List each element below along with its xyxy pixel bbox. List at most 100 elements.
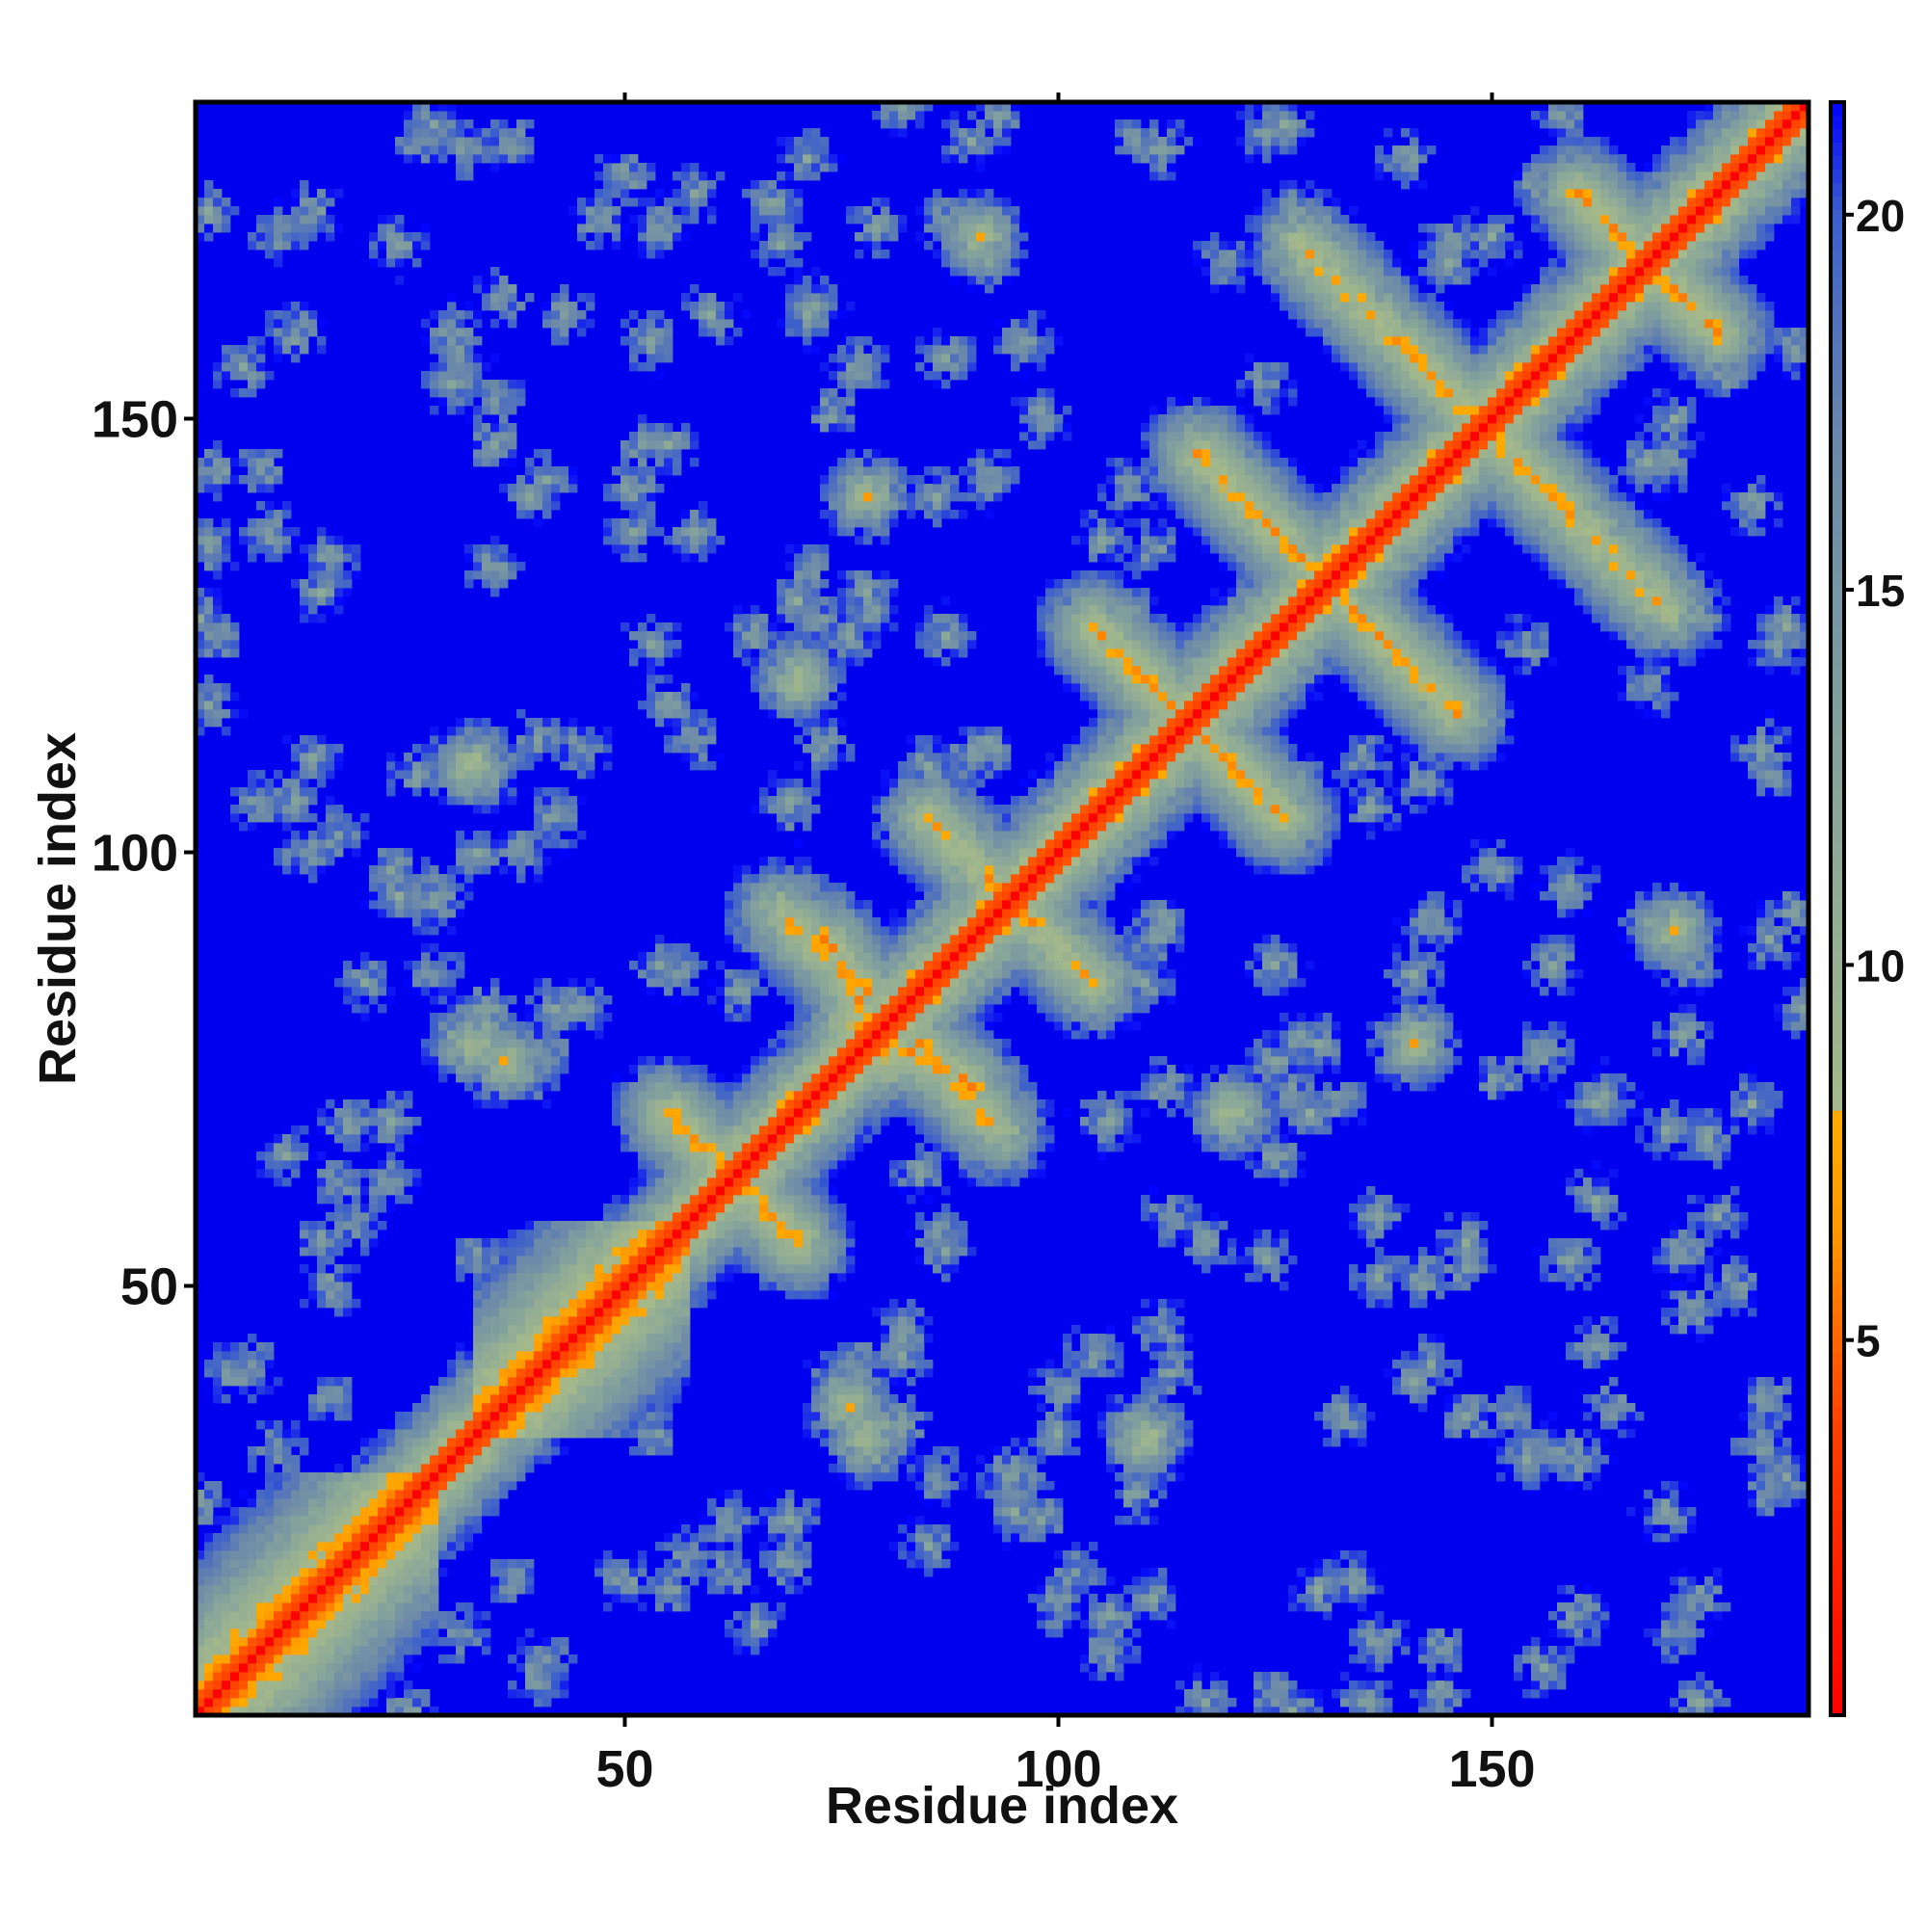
heatmap-cell (725, 1576, 734, 1586)
heatmap-cell (386, 241, 396, 251)
heatmap-cell (300, 857, 309, 866)
heatmap-cell (525, 510, 535, 519)
heatmap-cell (707, 1273, 717, 1283)
heatmap-cell (603, 1585, 613, 1595)
heatmap-cell (317, 1637, 327, 1647)
heatmap-cell (404, 857, 413, 866)
heatmap-cell (239, 1516, 249, 1525)
heatmap-cell (699, 1073, 708, 1083)
heatmap-cell (725, 1143, 734, 1152)
heatmap-cell (612, 527, 621, 537)
heatmap-cell (690, 1576, 700, 1586)
heatmap-cell (699, 544, 708, 554)
heatmap-cell (369, 258, 379, 268)
heatmap-cell (499, 1420, 509, 1430)
heatmap-cell (525, 1394, 535, 1404)
heatmap-cell (664, 1108, 673, 1118)
heatmap-cell (464, 397, 474, 407)
heatmap-cell (638, 492, 647, 502)
heatmap-cell (612, 1368, 621, 1378)
heatmap-cell (690, 1195, 700, 1204)
heatmap-cell (334, 1681, 344, 1690)
heatmap-cell (699, 328, 708, 337)
heatmap-cell (274, 319, 283, 329)
heatmap-cell (334, 596, 344, 606)
heatmap-cell (456, 163, 465, 172)
heatmap-cell (239, 449, 249, 459)
heatmap-cell (516, 1689, 526, 1699)
heatmap-cell (248, 1533, 257, 1543)
heatmap-cell (725, 1108, 734, 1118)
heatmap-cell (629, 1238, 639, 1248)
heatmap-cell (256, 770, 266, 780)
heatmap-cell (430, 1394, 439, 1404)
heatmap-cell (568, 813, 578, 823)
heatmap-cell (586, 198, 595, 207)
heatmap-cell (508, 137, 517, 146)
heatmap-cell (542, 995, 552, 1005)
heatmap-cell (473, 432, 483, 441)
heatmap-cell (612, 1290, 621, 1300)
heatmap-cell (603, 735, 613, 745)
heatmap-cell (317, 588, 327, 597)
heatmap-cell (664, 1420, 673, 1430)
heatmap-cell (647, 172, 656, 181)
heatmap-cell (716, 1507, 726, 1517)
heatmap-cell (655, 969, 665, 979)
heatmap-cell (412, 1455, 422, 1465)
heatmap-cell (551, 293, 561, 303)
heatmap-cell (751, 605, 760, 615)
heatmap-cell (551, 1273, 561, 1283)
heatmap-cell (647, 961, 656, 970)
heatmap-cell (803, 1013, 812, 1022)
heatmap-cell (300, 1628, 309, 1638)
heatmap-cell (248, 770, 257, 780)
heatmap-cell (421, 1420, 431, 1430)
heatmap-cell (274, 1681, 283, 1690)
heatmap-cell (248, 553, 257, 563)
heatmap-cell (525, 1377, 535, 1387)
heatmap-cell (490, 735, 500, 745)
heatmap-cell (291, 1542, 301, 1551)
heatmap-cell (716, 1559, 726, 1569)
heatmap-cell (803, 1360, 812, 1369)
heatmap-cell (542, 475, 552, 485)
heatmap-cell (256, 1672, 266, 1681)
heatmap-cell (777, 935, 786, 944)
heatmap-cell (499, 553, 509, 563)
heatmap-cell (785, 1264, 795, 1274)
heatmap-cell (542, 310, 552, 320)
heatmap-cell (274, 1698, 283, 1707)
heatmap-cell (742, 622, 752, 632)
heatmap-cell (274, 224, 283, 233)
heatmap-cell (516, 1568, 526, 1577)
heatmap-cell (456, 961, 465, 970)
heatmap-cell (317, 848, 327, 858)
heatmap-cell (378, 874, 387, 884)
heatmap-cell (794, 1178, 804, 1187)
heatmap-cell (326, 1125, 335, 1135)
heatmap-cell (638, 1559, 647, 1569)
heatmap-cell (699, 1559, 708, 1569)
heatmap-cell (725, 1204, 734, 1213)
heatmap-cell (551, 484, 561, 493)
heatmap-cell (473, 1412, 483, 1421)
heatmap-cell (803, 805, 812, 814)
heatmap-cell (499, 865, 509, 875)
heatmap-cell (629, 648, 639, 658)
heatmap-cell (395, 1464, 405, 1473)
heatmap-cell (794, 284, 804, 294)
heatmap-cell (664, 458, 673, 467)
heatmap-cell (777, 1178, 786, 1187)
heatmap-cell (594, 1368, 604, 1378)
heatmap-cell (551, 1316, 561, 1326)
heatmap-cell (265, 458, 275, 467)
heatmap-cell (447, 310, 457, 320)
heatmap-cell (300, 1230, 309, 1239)
heatmap-cell (464, 753, 474, 762)
heatmap-cell (785, 891, 795, 901)
heatmap-cell (508, 432, 517, 441)
heatmap-cell (334, 544, 344, 554)
heatmap-cell (404, 1550, 413, 1560)
heatmap-cell (265, 1498, 275, 1508)
